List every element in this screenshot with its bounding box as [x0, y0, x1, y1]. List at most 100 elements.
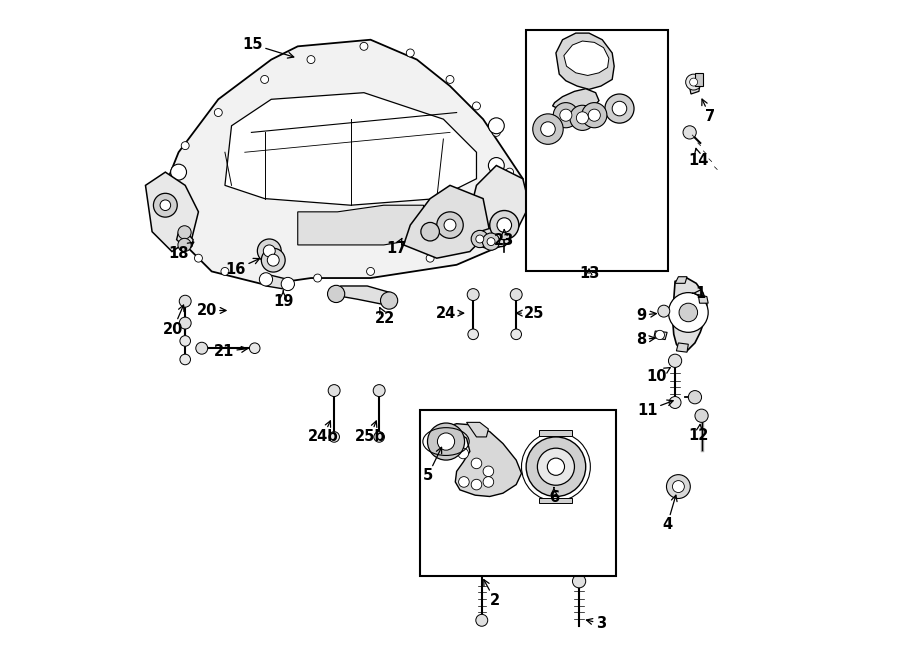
- Circle shape: [472, 228, 481, 236]
- Circle shape: [547, 458, 564, 475]
- Circle shape: [180, 336, 191, 346]
- Circle shape: [179, 317, 191, 329]
- Text: 21: 21: [214, 344, 248, 359]
- Text: 11: 11: [637, 400, 673, 418]
- Polygon shape: [677, 343, 688, 352]
- Text: 16: 16: [226, 258, 259, 277]
- Circle shape: [483, 466, 494, 477]
- Circle shape: [483, 477, 494, 487]
- Circle shape: [472, 458, 482, 469]
- Circle shape: [328, 285, 345, 303]
- Text: 3: 3: [587, 616, 606, 631]
- Text: 8: 8: [636, 332, 655, 347]
- Circle shape: [526, 437, 586, 496]
- Circle shape: [688, 391, 702, 404]
- Circle shape: [570, 105, 595, 130]
- Text: 20: 20: [196, 303, 226, 318]
- Circle shape: [672, 481, 684, 493]
- Circle shape: [178, 238, 191, 252]
- Circle shape: [658, 305, 670, 317]
- Polygon shape: [695, 73, 703, 86]
- Text: 10: 10: [646, 367, 670, 383]
- Circle shape: [683, 126, 697, 139]
- Circle shape: [686, 74, 702, 90]
- Circle shape: [180, 354, 191, 365]
- Text: 25b: 25b: [355, 421, 385, 444]
- Text: 13: 13: [579, 266, 599, 281]
- Circle shape: [655, 330, 664, 340]
- Polygon shape: [464, 166, 529, 245]
- Polygon shape: [564, 41, 609, 75]
- Circle shape: [680, 303, 698, 322]
- Polygon shape: [176, 232, 194, 246]
- Circle shape: [537, 448, 574, 485]
- Circle shape: [366, 267, 374, 275]
- Circle shape: [581, 103, 607, 128]
- Circle shape: [153, 193, 177, 217]
- Circle shape: [374, 432, 384, 442]
- Circle shape: [328, 432, 339, 442]
- Circle shape: [421, 222, 439, 241]
- Bar: [420, 410, 616, 576]
- Circle shape: [437, 433, 454, 450]
- Polygon shape: [264, 273, 294, 290]
- Text: 4: 4: [662, 495, 677, 532]
- Circle shape: [490, 211, 518, 240]
- Circle shape: [181, 228, 189, 236]
- Circle shape: [406, 49, 414, 57]
- Circle shape: [458, 448, 469, 459]
- Circle shape: [259, 273, 273, 286]
- Circle shape: [428, 423, 464, 460]
- Circle shape: [181, 142, 189, 150]
- Circle shape: [171, 164, 186, 180]
- Text: 19: 19: [273, 291, 293, 308]
- Text: 17: 17: [386, 238, 407, 256]
- Polygon shape: [672, 278, 706, 351]
- Polygon shape: [466, 422, 489, 437]
- Circle shape: [476, 614, 488, 626]
- Polygon shape: [298, 205, 424, 245]
- Text: 22: 22: [375, 308, 395, 326]
- Circle shape: [572, 575, 586, 588]
- Circle shape: [468, 329, 479, 340]
- Circle shape: [267, 254, 279, 266]
- Circle shape: [492, 201, 500, 209]
- Circle shape: [612, 101, 626, 116]
- Polygon shape: [539, 430, 572, 436]
- Circle shape: [695, 409, 708, 422]
- Circle shape: [492, 128, 500, 136]
- Circle shape: [667, 475, 690, 498]
- Circle shape: [482, 233, 500, 250]
- Circle shape: [506, 168, 514, 176]
- Circle shape: [497, 218, 511, 232]
- Circle shape: [554, 103, 579, 128]
- Circle shape: [160, 200, 171, 211]
- Polygon shape: [654, 331, 667, 340]
- Text: 2: 2: [484, 580, 500, 608]
- Circle shape: [467, 289, 479, 301]
- Circle shape: [476, 235, 484, 243]
- Circle shape: [257, 239, 281, 263]
- Circle shape: [472, 230, 489, 248]
- Text: 14: 14: [688, 148, 709, 167]
- Polygon shape: [675, 277, 687, 283]
- Text: 5: 5: [422, 448, 442, 483]
- Text: 24b: 24b: [308, 421, 338, 444]
- Circle shape: [249, 343, 260, 354]
- Circle shape: [360, 42, 368, 50]
- Text: 18: 18: [168, 242, 194, 261]
- Text: 23: 23: [494, 230, 515, 248]
- Text: 24: 24: [436, 306, 464, 320]
- Polygon shape: [539, 498, 572, 503]
- Text: 15: 15: [242, 37, 293, 58]
- Polygon shape: [404, 185, 490, 258]
- Circle shape: [489, 158, 504, 173]
- Circle shape: [307, 56, 315, 64]
- Circle shape: [374, 385, 385, 397]
- Circle shape: [178, 226, 191, 239]
- Circle shape: [533, 114, 563, 144]
- Circle shape: [196, 342, 208, 354]
- Circle shape: [281, 277, 294, 291]
- Circle shape: [261, 248, 285, 272]
- Text: 25: 25: [517, 306, 544, 320]
